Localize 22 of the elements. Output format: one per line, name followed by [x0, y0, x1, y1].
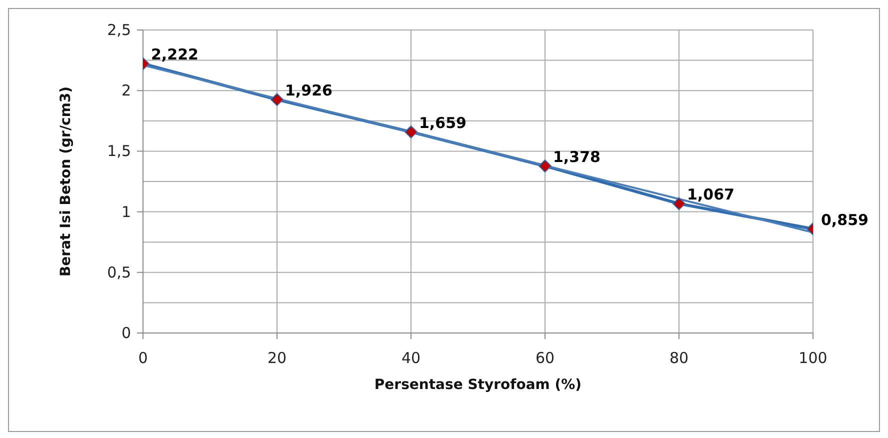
data-label: 0,859 — [821, 210, 868, 229]
point — [538, 159, 552, 172]
data-label: 1,926 — [285, 82, 332, 100]
data-label: 1,659 — [419, 114, 466, 132]
y-tick-label: 0,5 — [107, 263, 131, 282]
x-tick-label: 40 — [401, 349, 421, 367]
data-label: 1,378 — [553, 148, 600, 166]
x-tick-label: 0 — [138, 349, 148, 367]
x-tick-label: 60 — [535, 349, 555, 367]
data-label: 2,222 — [151, 46, 198, 64]
y-tick-label: 0 — [121, 324, 131, 342]
point — [404, 125, 418, 138]
y-axis-title: Berat Isi Beton (gr/cm3) — [58, 86, 74, 276]
y-tick-label: 1 — [121, 202, 131, 221]
data-label: 1,067 — [687, 186, 734, 204]
x-tick-label: 100 — [798, 349, 828, 367]
y-tick-label: 2 — [121, 82, 131, 100]
x-tick-label: 20 — [267, 349, 287, 367]
y-tick-label: 2,5 — [107, 21, 131, 39]
x-tick-label: 80 — [669, 349, 689, 367]
x-axis-title: Persentase Styrofoam (%) — [374, 377, 582, 393]
y-tick-label: 1,5 — [107, 142, 131, 160]
